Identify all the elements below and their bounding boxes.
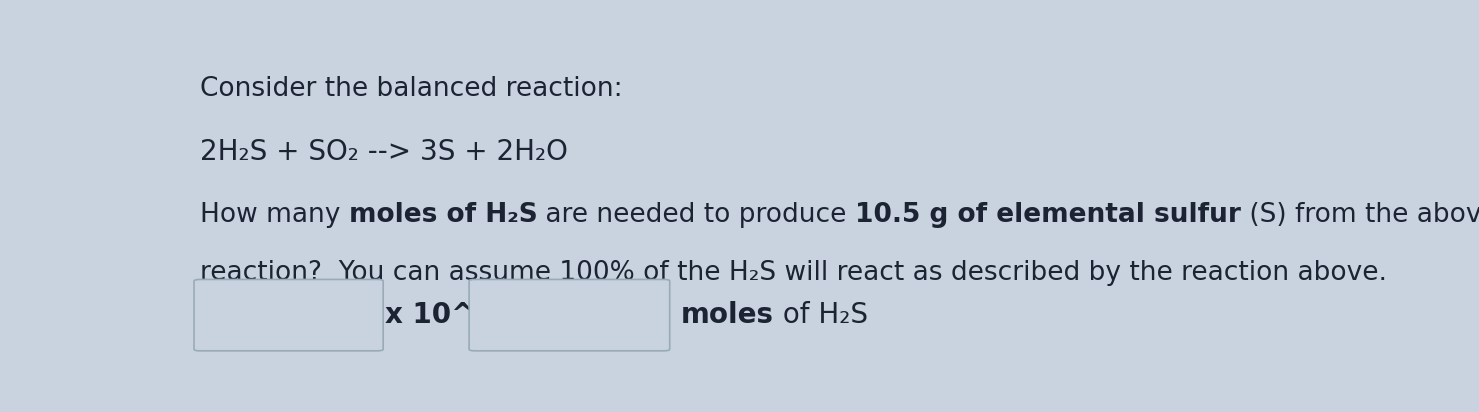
- Text: moles: moles: [682, 301, 774, 329]
- Text: reaction?  You can assume 100% of the H₂S will react as described by the reactio: reaction? You can assume 100% of the H₂S…: [200, 260, 1387, 286]
- Text: Consider the balanced reaction:: Consider the balanced reaction:: [200, 76, 623, 103]
- Text: 2H₂S + SO₂ --> 3S + 2H₂O: 2H₂S + SO₂ --> 3S + 2H₂O: [200, 138, 568, 166]
- Text: How many: How many: [200, 202, 349, 228]
- FancyBboxPatch shape: [194, 279, 383, 351]
- Text: are needed to produce: are needed to produce: [537, 202, 855, 228]
- Text: 10.5 g of elemental sulfur: 10.5 g of elemental sulfur: [855, 202, 1241, 228]
- Text: (S) from the above: (S) from the above: [1241, 202, 1479, 228]
- Text: moles of H₂S: moles of H₂S: [349, 202, 537, 228]
- Text: of H₂S: of H₂S: [774, 301, 868, 329]
- Text: x 10^: x 10^: [386, 301, 475, 329]
- FancyBboxPatch shape: [469, 279, 670, 351]
